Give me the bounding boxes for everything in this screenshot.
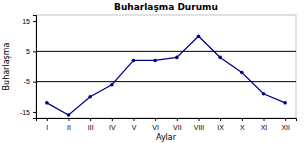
x-axis: IIIIIIIVVVIVIIVIIIIXXXIXII [37,118,297,131]
y-tick-mark [33,51,36,52]
x-tick-mark [177,118,178,121]
y-tick: -15 [20,109,36,116]
x-tick-mark [47,118,48,121]
chart: IIIIIIIVVVIVIIVIIIIXXXIXII-15-5515Buharl… [0,0,304,143]
y-axis-line [33,16,37,119]
title: Buharlaşma Durumu [114,2,218,12]
x-tick-label: IV [109,124,116,131]
x-tick-mark [134,118,135,121]
data-point [262,92,266,96]
data-point [88,95,92,99]
y-tick-label: 5 [26,48,30,55]
x-tick: I [46,118,48,131]
x-tick-label: VII [173,124,182,131]
x-tick: VI [152,118,159,131]
y-tick-label: -5 [24,78,30,85]
data-point [175,56,179,60]
x-tick-label: II [67,124,71,131]
x-tick-label: VI [152,124,159,131]
data-point [218,56,222,60]
data-point [283,101,287,105]
x-axis-line [37,119,297,122]
data-point [45,101,49,105]
x-tick-label: IX [217,124,224,131]
data-point [132,59,136,63]
x-tick-label: V [132,124,137,131]
marks [36,34,296,116]
x-tick-label: X [240,124,245,131]
x-tick-mark [112,118,113,121]
x-tick-label: XI [261,124,268,131]
x-tick-mark [220,118,221,121]
y-axis-title: Buharlaşma [2,43,11,91]
y-tick: 5 [26,48,36,55]
x-tick-label: I [46,124,48,131]
y-tick-mark [33,21,36,22]
y-tick-label: -15 [20,109,30,116]
x-tick-label: VIII [194,124,205,131]
data-point [153,59,157,63]
x-tick: IV [109,118,116,131]
x-tick: VII [173,118,182,131]
x-tick: XI [261,118,268,131]
data-point [110,83,114,87]
reference-line [36,51,296,52]
reference-line [36,81,296,82]
x-tick-mark [155,118,156,121]
y-axis: -15 -5 5 15 [20,16,37,119]
data-point [240,71,244,75]
x-tick-label: III [88,124,94,131]
x-axis-title: Aylar [156,133,177,142]
x-tick: X [240,118,245,131]
x-tick: XII [281,118,290,131]
y-tick-mark [33,112,36,113]
x-tick-mark [242,118,243,121]
x-tick-label: XII [281,124,290,131]
y-tick-label: 15 [22,18,30,25]
plot: IIIIIIIVVVIVIIVIIIIXXXIXII-15-5515 [20,15,297,131]
x-tick: IX [217,118,224,131]
data-line [47,36,285,115]
y-tick: 15 [22,18,36,25]
y-tick: -5 [24,78,36,85]
data-point [197,34,201,38]
x-tick-mark [199,118,200,121]
x-tick-mark [264,118,265,121]
x-tick-mark [90,118,91,121]
y-tick-mark [33,82,36,83]
x-tick: VIII [194,118,205,131]
data-point [67,113,71,117]
x-tick: II [67,118,71,131]
x-tick-mark [69,118,70,121]
x-tick: V [132,118,137,131]
plot-frame [36,15,296,118]
x-tick-mark [285,118,286,121]
x-tick: III [88,118,94,131]
